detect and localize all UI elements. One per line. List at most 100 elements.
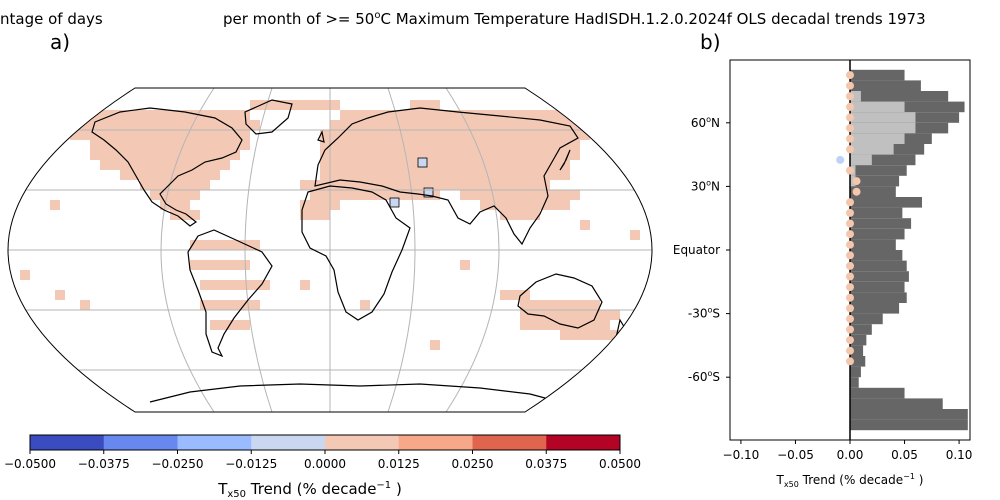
map-grid-cell [320,130,330,140]
zonal-trend-point [846,113,854,122]
map-grid-cell [340,190,350,200]
zonal-trend-points [836,71,861,366]
map-grid-cell [460,120,470,130]
map-grid-cell [410,140,420,150]
map-grid-cell [370,170,380,180]
map-grid-cell [380,150,390,160]
map-grid-cell [360,120,370,130]
map-grid-cell [220,320,230,330]
map-grid-cell [490,160,500,170]
map-grid-cell [330,190,340,200]
map-grid-cell [550,310,560,320]
map-grid-cell [510,140,520,150]
map-grid-cell [190,210,200,220]
map-grid-cell [430,180,440,190]
map-grid-cell [520,130,530,140]
map-grid-cell [190,260,200,270]
map-grid-cell [600,330,610,340]
zonal-xlabel-rest: Trend (% decade [799,473,903,487]
map-grid-cell [220,150,230,160]
map-grid-cell [220,280,230,290]
map-grid-cell [570,140,580,150]
map-grid-cell [320,160,330,170]
map-grid-cell [550,160,560,170]
map-grid-cell [420,110,430,120]
coast-uk [317,130,325,143]
zonal-x-tick-label: −0.10 [723,448,760,462]
zonal-trend-point [846,314,854,323]
zonal-y-tick-label: Equator [673,243,720,257]
map-grid-cell [580,310,590,320]
map-grid-cell [520,290,530,300]
zonal-profile-panel: −0.10 −0.05 0.00 0.05 0.10 60oN 30oN Equator -3… [673,59,972,489]
map-grid-cell [270,100,280,110]
map-grid-cell [510,120,520,130]
colorbar-segment [546,435,621,450]
map-grid-cell [370,110,380,120]
map-grid-cell [550,120,560,130]
coast-africa [301,185,411,321]
colorbar-segment [103,435,178,450]
map-grid-cell [500,140,510,150]
colorbar-label-sub: x50 [227,489,246,500]
map-grid-cell [540,140,550,150]
map-grid-cell [80,300,90,310]
map-grid-cell [530,140,540,150]
map-grid-cell [220,130,230,140]
map-grid-cell [140,170,150,180]
zonal-observed-bar [850,154,872,166]
zonal-land-bar [850,409,968,420]
map-grid-cell [570,130,580,140]
map-outline [7,87,653,413]
zonal-land-bar [850,91,949,102]
map-grid-cell [440,130,450,140]
map-grid-cell [90,150,100,160]
map-grid-cell [450,130,460,140]
map-grid-cell [530,130,540,140]
map-grid-cell [510,130,520,140]
map-grid-cell [380,130,390,140]
map-grid-cell [490,130,500,140]
map-grid-cell [90,130,100,140]
coast-eurasia [314,107,579,246]
map-grid-cell [390,160,400,170]
map-grid-cell [220,240,230,250]
map-grid-cell [320,210,330,220]
map-grid-cell [110,130,120,140]
map-grid-cell [390,130,400,140]
map-grid-cell [530,300,540,310]
map-grid-cell [530,160,540,170]
zonal-land-bar [850,101,965,113]
map-grid-cell [580,120,590,130]
map-grid-cell [530,190,540,200]
zonal-trend-point [846,293,854,302]
map-grid-cell [470,110,480,120]
zonal-land-bar [850,239,896,250]
zonal-xlabel-end: ) [915,473,924,487]
zonal-trend-point [846,283,854,292]
map-grid-cell [410,150,420,160]
map-grid-cell [110,120,120,130]
map-grid-cell [230,320,240,330]
map-grid-cell [330,120,340,130]
map-grid-cell [480,140,490,150]
map-grid-cell [540,300,550,310]
map-grid-cell [430,140,440,150]
map-grid-cell [330,140,340,150]
map-grid-cell [330,180,340,190]
colorbar-tick-label: −0.0125 [225,457,277,471]
map-grid-cell [390,120,400,130]
map-grid-cell [580,300,590,310]
map-grid-cell [550,130,560,140]
map-grid-cell [150,130,160,140]
map-grid-cell [370,130,380,140]
map-grid-cell [440,150,450,160]
map-grid-cell [80,120,90,130]
map-grid-cell [560,200,570,210]
zonal-trend-point [846,251,854,260]
map-grid-cell [440,140,450,150]
map-grid-cell [470,160,480,170]
map-grid-cell [360,130,370,140]
map-grid-cell [80,130,90,140]
map-grid-cell [190,240,200,250]
